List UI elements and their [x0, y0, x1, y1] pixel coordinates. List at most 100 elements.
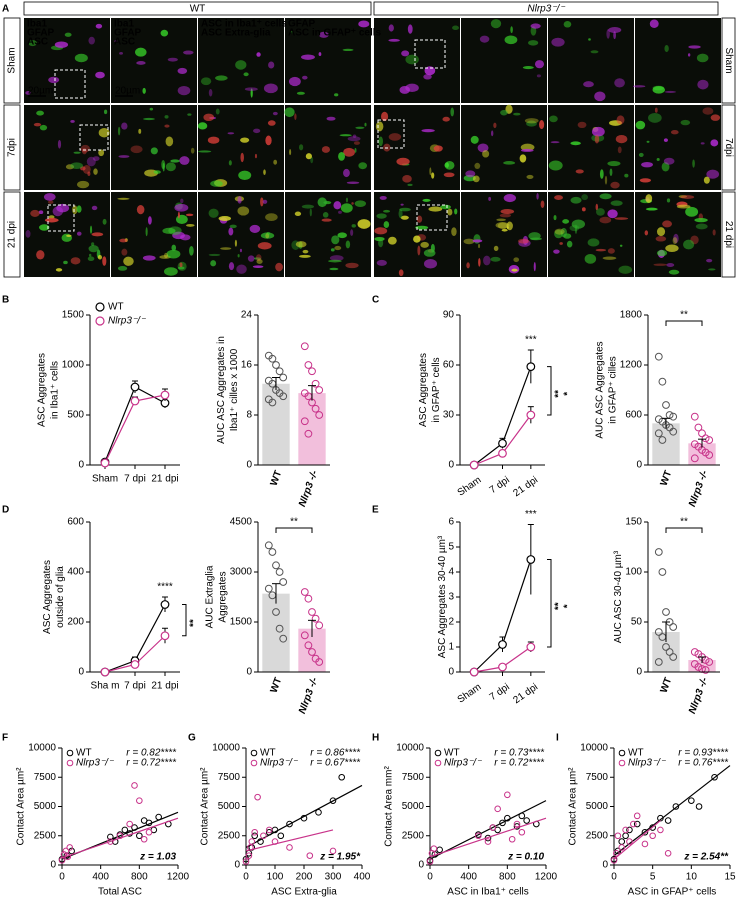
micrograph-signal [253, 257, 262, 260]
micrograph-signal [121, 248, 128, 256]
x-tick-label: Sha m [91, 681, 120, 692]
micrograph-signal [399, 207, 411, 212]
micrograph-signal [70, 119, 75, 123]
micrograph-signal [358, 162, 368, 170]
panel-label: F [2, 733, 8, 744]
micrograph-signal [91, 205, 98, 211]
micrograph-signal [553, 215, 557, 221]
micrograph-signal [210, 180, 223, 187]
micrograph-signal [607, 248, 615, 254]
y-axis-label: Iba1⁺ cilles x 1000 [229, 348, 240, 431]
micrograph-signal [530, 23, 541, 29]
data-point [508, 835, 516, 843]
micrograph-signal [28, 40, 37, 47]
micrograph-signal [177, 266, 185, 270]
micrograph-signal [260, 232, 275, 239]
micrograph-signal [415, 225, 429, 230]
micrograph-signal [147, 216, 152, 225]
legend-label: WT [76, 748, 92, 759]
micrograph-signal [662, 220, 673, 228]
y-tick-label: 1000 [62, 360, 85, 371]
micrograph-signal [500, 109, 508, 116]
micrograph-signal [482, 150, 490, 158]
y-tick-label: 1500 [62, 310, 85, 321]
micrograph-signal [375, 121, 384, 132]
y-tick-label: 90 [443, 310, 455, 321]
x-tick-label: WT [269, 469, 285, 487]
micrograph-signal [351, 224, 356, 228]
micrograph-signal [309, 208, 312, 217]
x-tick-label: Sham [456, 682, 484, 706]
micrograph-signal [256, 254, 262, 262]
statistic: r = 0.72**** [126, 758, 177, 769]
micrograph-signal [450, 107, 455, 117]
y-axis-label: Contact Area µm² [200, 767, 211, 846]
micrograph-signal [164, 252, 169, 259]
micrograph-signal [526, 120, 537, 127]
x-tick-label: Sham [92, 474, 118, 485]
data-point [308, 367, 316, 376]
data-point [100, 667, 110, 677]
micrograph-signal [710, 139, 719, 147]
micrograph-signal [506, 221, 513, 231]
inset-box [54, 69, 86, 99]
micrograph-signal [433, 145, 443, 152]
row-label-box [721, 17, 736, 104]
micrograph-signal [588, 38, 591, 41]
data-point [526, 410, 536, 420]
micrograph-signal [164, 124, 170, 128]
significance: *** [525, 335, 537, 346]
micrograph-signal [91, 232, 104, 237]
data-point [658, 436, 667, 444]
y-tick-label: 5 [448, 542, 454, 553]
micrograph-signal [595, 248, 607, 252]
data-point [265, 826, 273, 834]
micrograph-signal [599, 169, 604, 179]
data-point [279, 373, 288, 382]
bar [262, 383, 290, 465]
micrograph-signal [64, 32, 72, 37]
y-tick-label: 150 [625, 517, 642, 528]
micrograph-signal [416, 215, 423, 223]
micrograph-signal [374, 236, 385, 242]
micrograph-signal [443, 172, 455, 178]
micrograph-signal [666, 198, 671, 203]
statistic: r = 0.73**** [494, 748, 545, 759]
micrograph-signal [607, 160, 621, 167]
data-point [315, 411, 324, 419]
row-label-box [721, 191, 736, 278]
data-point [245, 852, 253, 859]
micrograph-signal [355, 126, 365, 129]
micrograph-signal [463, 238, 475, 245]
micrograph-signal [88, 253, 92, 257]
micrograph-signal [571, 219, 586, 229]
data-point [329, 847, 337, 855]
micrograph-signal [123, 256, 134, 266]
x-tick-label: 1200 [535, 872, 558, 883]
micrograph-signal [607, 209, 618, 219]
data-point [705, 658, 714, 666]
micrograph-signal [493, 122, 497, 129]
micrograph-signal [165, 162, 176, 172]
micrograph-signal [228, 227, 234, 236]
micrograph-signal [570, 196, 582, 204]
micrograph-signal [91, 242, 95, 247]
data-point [698, 429, 706, 438]
micrograph-signal [645, 194, 653, 203]
micrograph-signal [119, 52, 123, 55]
y-axis-label: Contact Area mm² [384, 766, 395, 847]
micrograph [635, 105, 721, 190]
data-point [251, 828, 258, 836]
micrograph-signal [599, 193, 612, 200]
x-axis-label: ASC in GFAP⁺ cells [628, 887, 717, 898]
micrograph-signal [566, 240, 573, 248]
micrograph-signal [503, 161, 516, 165]
micrograph-signal [142, 87, 146, 94]
data-point [654, 352, 663, 361]
x-tick-label: 200 [296, 872, 313, 883]
micrograph-signal [440, 204, 451, 210]
micrograph-signal [695, 223, 708, 230]
row-label: Sham [723, 47, 734, 73]
micrograph-signal [522, 66, 534, 70]
micrograph-signal [150, 147, 158, 155]
